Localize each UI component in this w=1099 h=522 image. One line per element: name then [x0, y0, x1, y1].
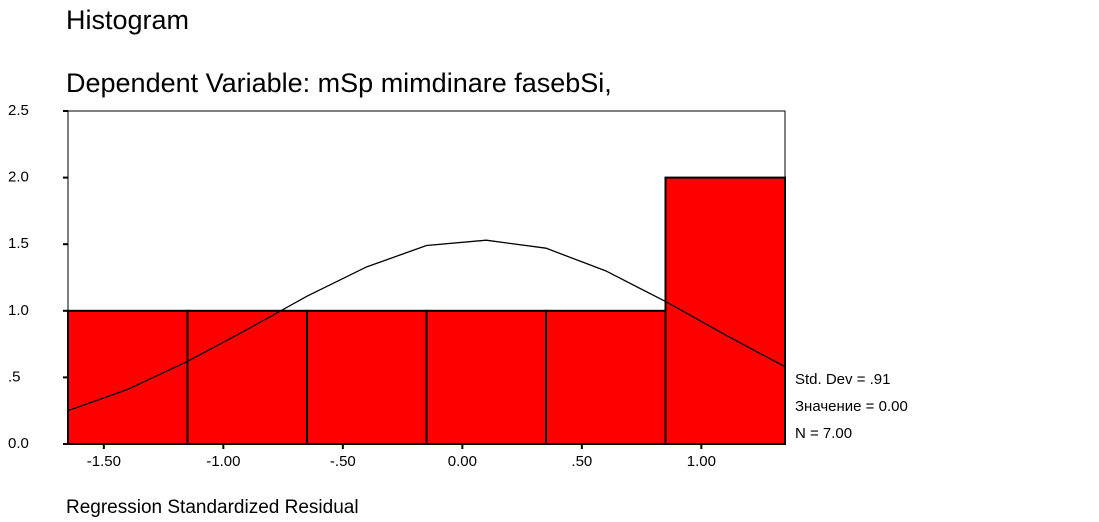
y-tick-label: .5: [8, 368, 21, 385]
bar: [545, 309, 667, 445]
x-tick-label: 1.00: [687, 453, 716, 470]
stats-annotation: Значение = 0.00: [795, 398, 908, 415]
bar: [425, 309, 547, 445]
y-tick-label: 2.5: [8, 102, 29, 119]
x-axis-label: Regression Standardized Residual: [66, 497, 359, 518]
y-tick-label: 0.0: [8, 435, 29, 452]
bar: [664, 176, 786, 445]
x-tick-label: .50: [571, 453, 592, 470]
x-tick-label: -1.00: [206, 453, 240, 470]
x-tick-label: -1.50: [87, 453, 121, 470]
chart-subtitle: Dependent Variable: mSp mimdinare fasebS…: [66, 68, 612, 98]
y-tick-label: 1.0: [8, 302, 29, 319]
bar: [67, 309, 189, 445]
y-tick-label: 1.5: [8, 235, 29, 252]
stats-annotation: N = 7.00: [795, 425, 852, 442]
stats-annotation: Std. Dev = .91: [795, 371, 890, 388]
bar: [306, 309, 428, 445]
normal-curve: [67, 239, 786, 412]
x-tick-label: 0.00: [448, 453, 477, 470]
chart-title: Histogram: [66, 5, 189, 35]
x-tick-label: -.50: [330, 453, 356, 470]
bar: [186, 309, 308, 445]
y-tick-label: 2.0: [8, 169, 29, 186]
